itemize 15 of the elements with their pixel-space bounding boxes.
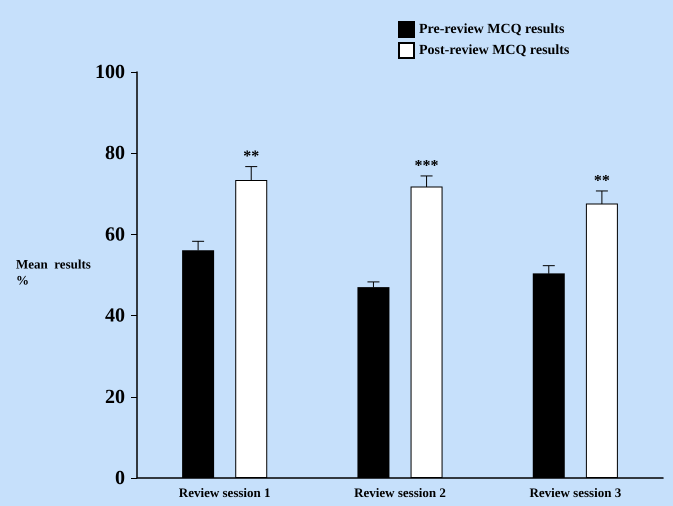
y-tick-label: 0 [115, 467, 125, 489]
x-tick-label: Review session 1 [178, 485, 271, 500]
annotation: ** [594, 172, 610, 190]
x-tick-label: Review session 3 [529, 485, 622, 500]
y-tick-label: 60 [105, 223, 125, 246]
y-tick-label: 20 [105, 386, 125, 408]
y-tick-label: 40 [105, 304, 125, 327]
y-axis-title: Mean results % [16, 256, 91, 288]
legend-label: Post-review MCQ results [419, 43, 570, 58]
annotation: *** [414, 157, 439, 174]
y-tick-label: 80 [105, 142, 125, 164]
y-tick-label: 100 [95, 61, 125, 83]
annotation: ** [243, 148, 260, 166]
x-tick-label: Review session 2 [354, 485, 446, 500]
legend-label: Pre-review MCQ results [419, 22, 565, 37]
